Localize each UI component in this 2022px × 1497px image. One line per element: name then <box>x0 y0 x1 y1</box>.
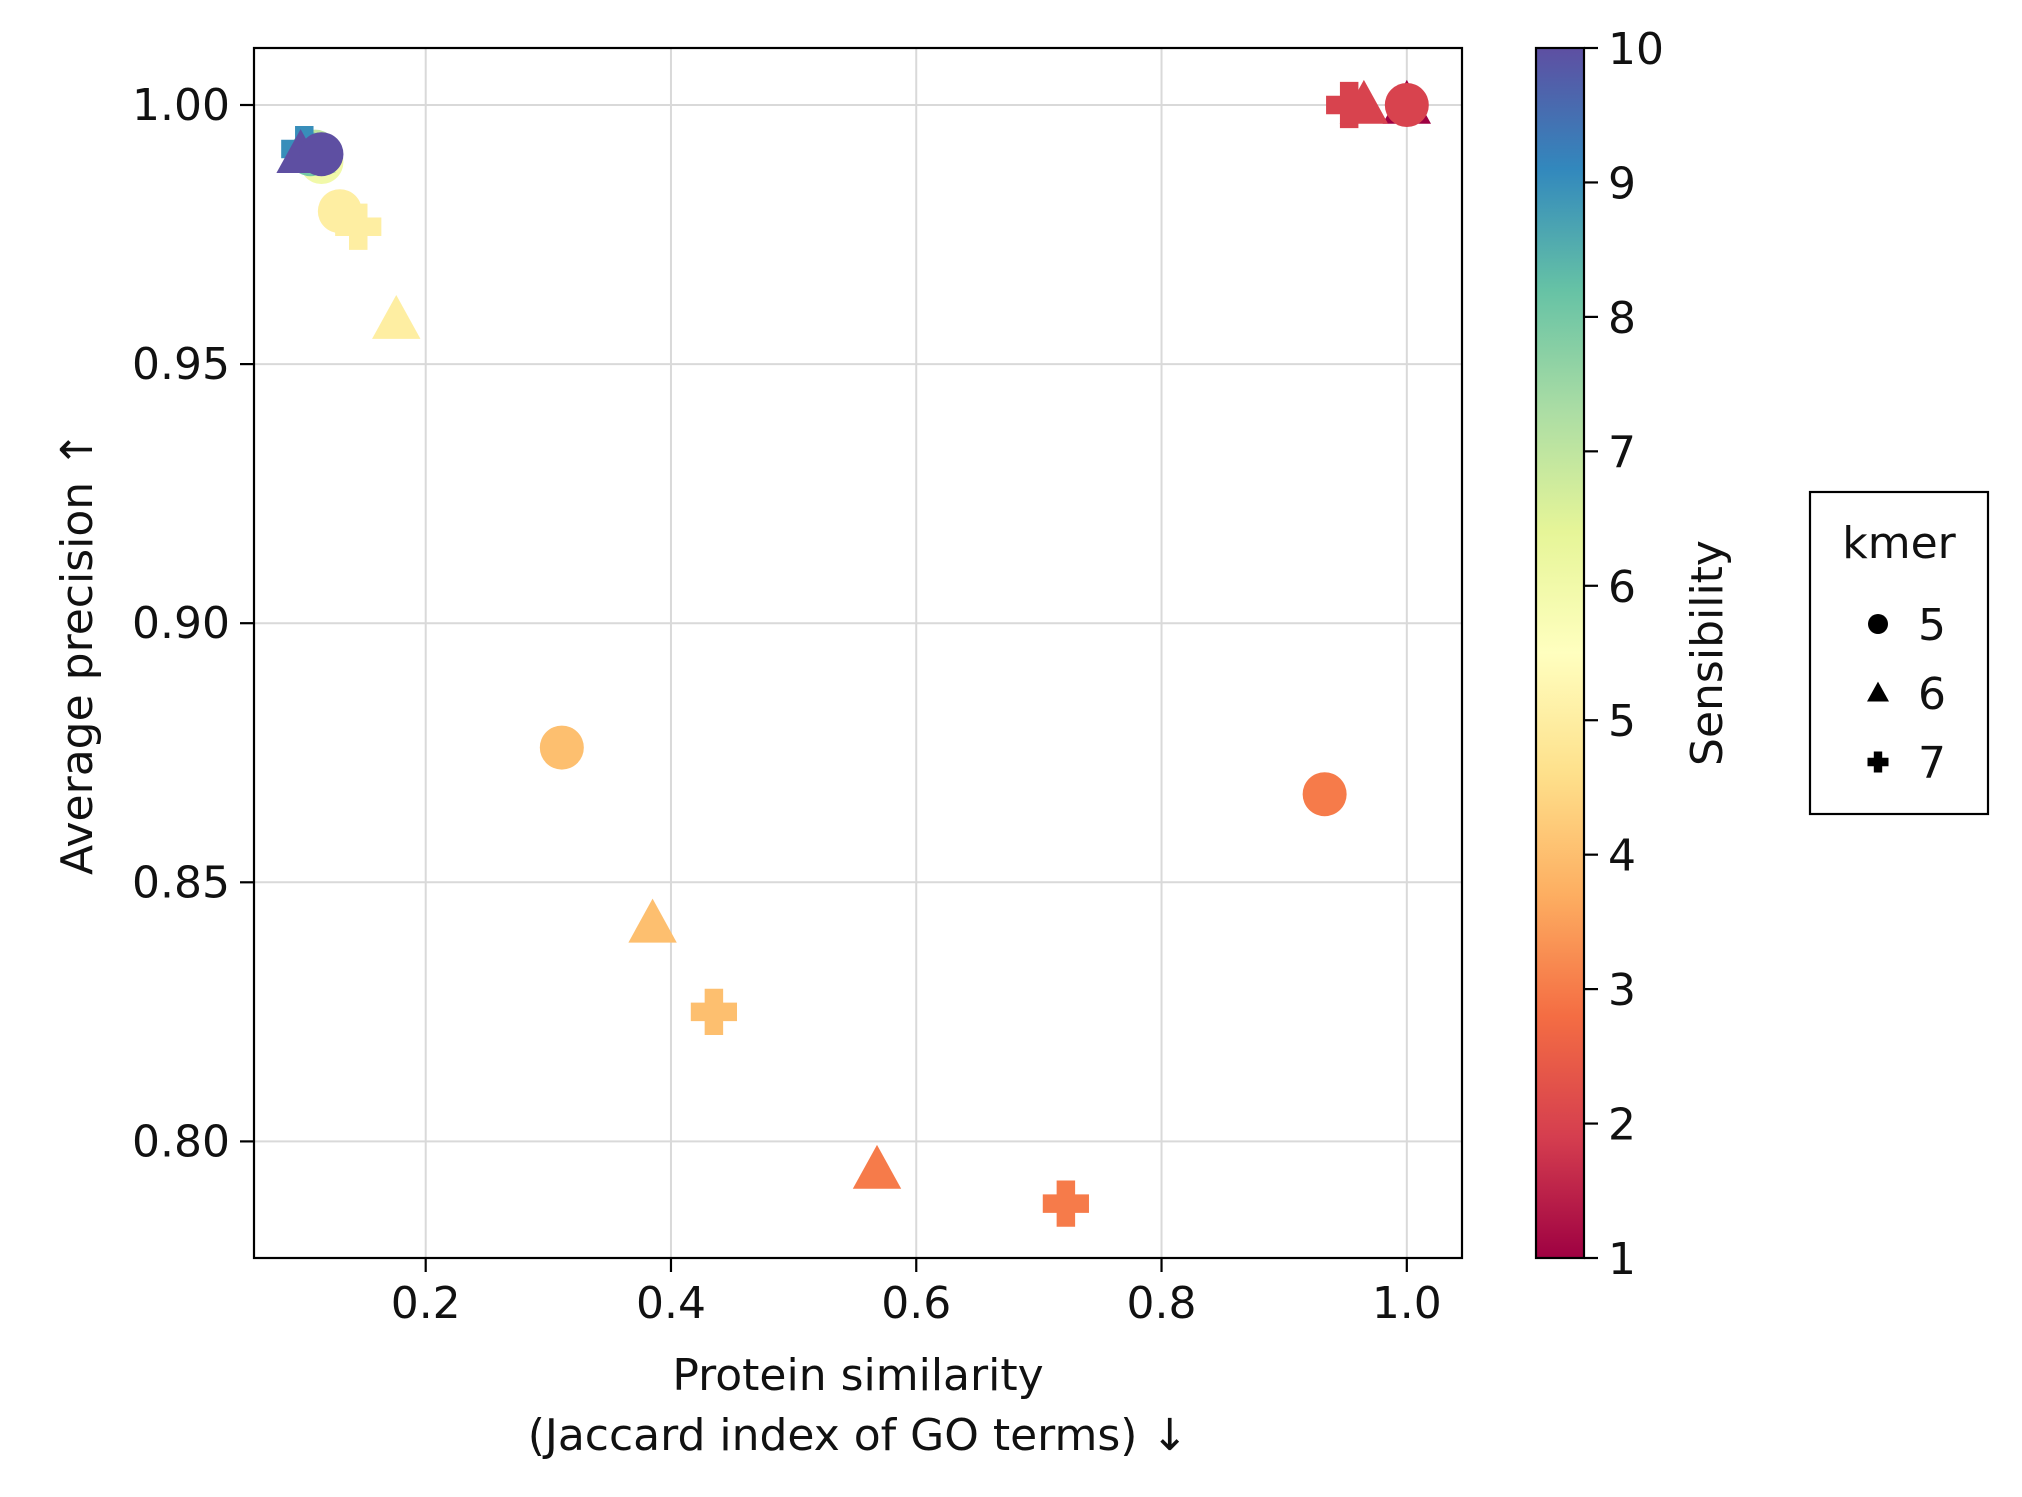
colorbar-tick-label: 3 <box>1608 965 1636 1016</box>
legend-title: kmer <box>1842 518 1956 569</box>
colorbar: 1 2 3 4 5 6 7 8 9 10 Sensibility <box>1534 24 1733 1285</box>
x-tick-label: 0.6 <box>881 1278 951 1329</box>
colorbar-gradient <box>1534 46 1586 1260</box>
plot-grid <box>254 48 1462 1258</box>
y-axis: 0.80 0.85 0.90 0.95 1.00 <box>132 80 254 1167</box>
x-tick-label: 0.2 <box>391 1278 461 1329</box>
data-point-plus <box>1042 1180 1089 1227</box>
legend-entry-label: 6 <box>1918 669 1946 720</box>
data-point-circle <box>1302 772 1347 817</box>
data-point-circle <box>299 132 344 177</box>
legend-entry-label: 7 <box>1918 738 1946 789</box>
y-tick-label: 0.90 <box>132 598 230 649</box>
legend-plus-icon <box>1867 751 1889 773</box>
colorbar-ticks: 1 2 3 4 5 6 7 8 9 10 <box>1584 24 1664 1285</box>
x-tick-label: 0.8 <box>1127 1278 1197 1329</box>
x-axis-label-line1: Protein similarity <box>672 1350 1043 1401</box>
data-point-triangle <box>628 898 677 943</box>
colorbar-tick-label: 5 <box>1608 696 1636 747</box>
data-point-triangle <box>372 294 421 339</box>
data-point-triangle <box>852 1144 902 1189</box>
legend-triangle-icon <box>1867 681 1889 702</box>
legend-entries: 5 6 7 <box>1867 600 1946 789</box>
y-tick-label: 1.00 <box>132 80 230 131</box>
legend-circle-icon <box>1868 614 1888 634</box>
colorbar-tick-label: 1 <box>1608 1234 1636 1285</box>
colorbar-tick-label: 7 <box>1608 427 1636 478</box>
data-point-plus <box>1326 81 1373 129</box>
data-point-plus <box>335 203 382 250</box>
x-tick-label: 0.4 <box>636 1278 706 1329</box>
x-axis: 0.2 0.4 0.6 0.8 1.0 <box>391 1258 1442 1329</box>
data-point-triangle <box>1339 79 1389 124</box>
x-axis-label-line2: (Jaccard index of GO terms) ↓ <box>528 1410 1189 1461</box>
y-tick-label: 0.95 <box>132 339 230 390</box>
legend-entry-label: 5 <box>1918 600 1946 651</box>
plot-area-frame <box>252 46 1464 1260</box>
colorbar-tick-label: 9 <box>1608 158 1636 209</box>
legend-entry: 7 <box>1867 738 1946 789</box>
y-tick-label: 0.80 <box>132 1116 230 1167</box>
colorbar-tick-label: 8 <box>1608 293 1636 344</box>
colorbar-tick-label: 10 <box>1608 24 1664 75</box>
legend: kmer 5 6 7 <box>1808 490 1990 816</box>
colorbar-tick-label: 2 <box>1608 1100 1636 1151</box>
legend-entry: 6 <box>1867 669 1946 720</box>
y-tick-label: 0.85 <box>132 857 230 908</box>
colorbar-tick-label: 6 <box>1608 562 1636 613</box>
data-point-circle <box>539 725 584 770</box>
data-points <box>276 79 1432 1227</box>
x-tick-label: 1.0 <box>1372 1278 1442 1329</box>
colorbar-tick-label: 4 <box>1608 831 1636 882</box>
data-point-plus <box>690 988 737 1035</box>
data-point-circle <box>317 189 362 234</box>
data-point-circle <box>1384 83 1429 128</box>
y-axis-label: Average precision ↑ <box>52 431 103 875</box>
legend-entry: 5 <box>1868 600 1946 651</box>
colorbar-label: Sensibility <box>1682 540 1733 766</box>
legend-box <box>1808 490 1990 816</box>
